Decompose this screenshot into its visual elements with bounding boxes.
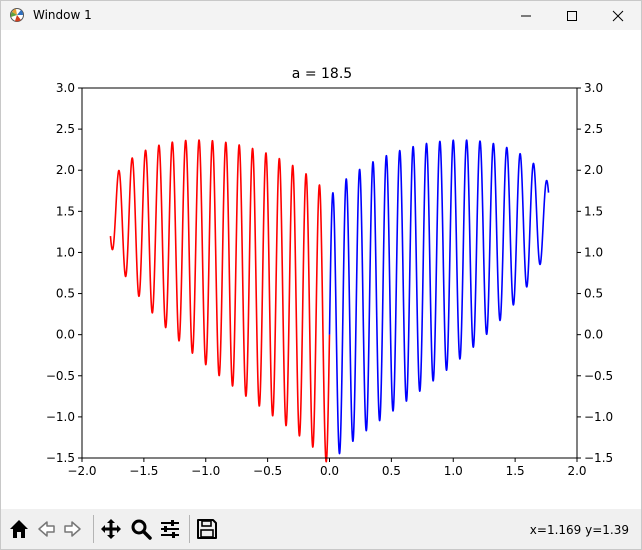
y-tick-label-right: −1.5 [584, 451, 613, 465]
forward-icon [62, 518, 84, 540]
pan-icon [100, 518, 122, 540]
y-tick-label-right: 2.0 [584, 163, 603, 177]
minimize-icon [520, 10, 532, 22]
toolbar-separator [189, 515, 190, 543]
y-tick-label-left: 2.0 [56, 163, 75, 177]
matplotlib-figure-icon [9, 7, 25, 23]
home-button[interactable] [7, 517, 31, 541]
zoom-icon [130, 518, 152, 540]
navigation-toolbar: x=1.169 y=1.39 [1, 509, 641, 549]
x-tick-label: −1.5 [129, 464, 158, 478]
home-icon [8, 518, 30, 540]
close-icon [612, 10, 624, 22]
x-tick-label: −0.5 [253, 464, 282, 478]
y-tick-label-left: −1.5 [46, 451, 75, 465]
y-tick-label-left: −1.0 [46, 410, 75, 424]
back-icon [35, 518, 57, 540]
pan-button[interactable] [99, 517, 123, 541]
minimize-button[interactable] [503, 1, 549, 30]
y-tick-label-right: 1.0 [584, 245, 603, 259]
axes-frame [81, 87, 578, 459]
close-button[interactable] [595, 1, 641, 30]
x-tick-label: 2.0 [567, 464, 586, 478]
y-tick-label-left: 3.0 [56, 81, 75, 95]
x-tick-label: −2.0 [67, 464, 96, 478]
y-tick-label-right: 0.5 [584, 287, 603, 301]
x-tick-label: 0.0 [320, 464, 339, 478]
y-tick-label-left: 1.0 [56, 245, 75, 259]
y-tick-label-left: 0.0 [56, 328, 75, 342]
cursor-coordinates: x=1.169 y=1.39 [529, 523, 629, 537]
x-tick-label: −1.0 [191, 464, 220, 478]
series-line-blue [328, 139, 550, 455]
configure-subplots-icon [159, 518, 181, 540]
back-button[interactable] [34, 517, 58, 541]
y-tick-label-right: 3.0 [584, 81, 603, 95]
y-tick-label-left: 2.5 [56, 122, 75, 136]
y-tick-label-right: 0.0 [584, 328, 603, 342]
y-tick-label-right: −1.0 [584, 410, 613, 424]
forward-button[interactable] [61, 517, 85, 541]
maximize-button[interactable] [549, 1, 595, 30]
window-title: Window 1 [33, 8, 92, 22]
title-bar[interactable]: Window 1 [1, 1, 641, 30]
y-tick-label-left: −0.5 [46, 369, 75, 383]
toolbar-separator [93, 515, 94, 543]
y-tick-label-right: 1.5 [584, 204, 603, 218]
y-tick-label-right: 2.5 [584, 122, 603, 136]
save-icon [196, 518, 218, 540]
chart[interactable]: a = 18.5 −2.0 −1.5 −1.0 −0.5 0.0 0.5 1.0 1.5 2.0… [1, 30, 641, 509]
y-tick-label-right: −0.5 [584, 369, 613, 383]
x-tick-label: 0.5 [382, 464, 401, 478]
configure-subplots-button[interactable] [158, 517, 182, 541]
zoom-button[interactable] [129, 517, 153, 541]
y-tick-label-left: 1.5 [56, 204, 75, 218]
x-tick-label: 1.5 [506, 464, 525, 478]
maximize-icon [566, 10, 578, 22]
chart-title: a = 18.5 [292, 66, 352, 82]
x-tick-label: 1.0 [444, 464, 463, 478]
figure-canvas[interactable]: a = 18.5 −2.0 −1.5 −1.0 −0.5 0.0 0.5 1.0 1.5 2.0… [1, 30, 641, 509]
series-line-red [109, 139, 331, 463]
save-button[interactable] [195, 517, 219, 541]
y-tick-label-left: 0.5 [56, 287, 75, 301]
